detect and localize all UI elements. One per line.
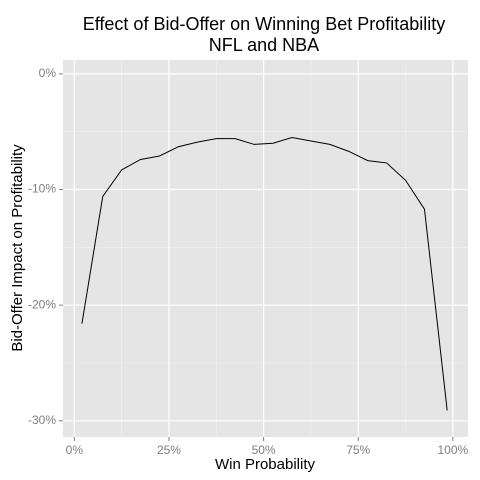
y-axis-label: Bid-Offer Impact on Profitability [9, 144, 26, 352]
plot-panel [63, 60, 468, 437]
chart-title: Effect of Bid-Offer on Winning Bet Profi… [83, 14, 446, 34]
y-tick-label: -30% [28, 413, 56, 427]
y-tick-label: 0% [39, 66, 57, 80]
x-tick-label: 75% [346, 443, 370, 457]
y-tick-label: -10% [28, 182, 56, 196]
x-axis-label: Win Probability [215, 456, 316, 473]
y-tick-label: -20% [28, 297, 56, 311]
x-tick-label: 50% [252, 443, 276, 457]
x-tick-label: 100% [438, 443, 469, 457]
data-line [81, 136, 448, 411]
x-tick-label: 0% [66, 443, 84, 457]
chart-title: NFL and NBA [209, 35, 319, 55]
x-tick-label: 25% [157, 443, 181, 457]
